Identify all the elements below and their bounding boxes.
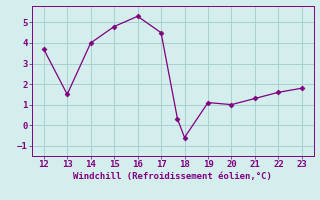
X-axis label: Windchill (Refroidissement éolien,°C): Windchill (Refroidissement éolien,°C) — [73, 172, 272, 181]
